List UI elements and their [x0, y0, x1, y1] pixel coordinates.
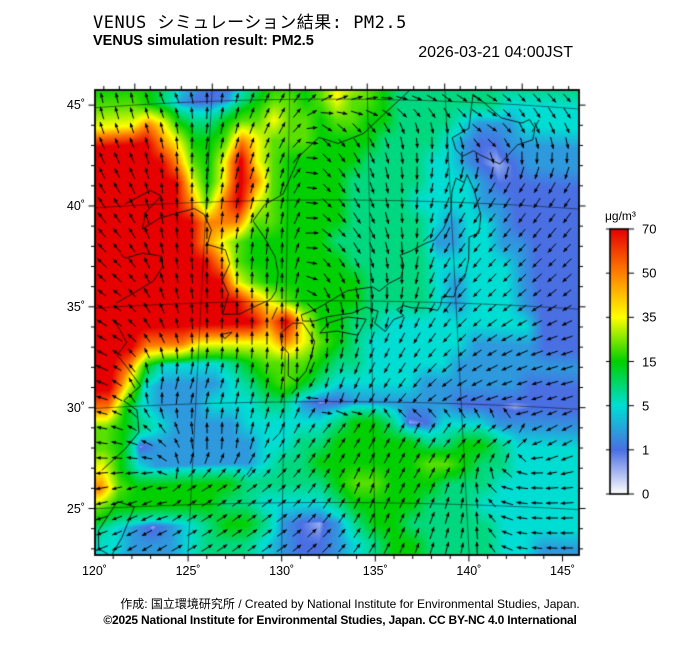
colorbar-tick-label: 15 [642, 354, 657, 369]
credit-line: 作成: 国立環境研究所 / Created by National Instit… [120, 597, 580, 611]
colorbar-tick-label: 1 [642, 442, 650, 458]
colorbar-tick-label: 70 [642, 221, 657, 237]
copyright-line: ©2025 National Institute for Environment… [103, 613, 577, 627]
colorbar-tick-label: 35 [642, 309, 657, 325]
x-tick-label: 130˚ [269, 564, 295, 578]
page-title-japanese: VENUS シミュレーション結果: PM2.5 [93, 13, 407, 33]
x-tick-label: 135˚ [362, 564, 388, 578]
x-tick-label: 120˚ [81, 564, 107, 578]
timestamp-label: 2026-03-21 04:00JST [418, 44, 573, 61]
x-tick-label: 145˚ [550, 564, 576, 578]
x-tick-label: 125˚ [175, 564, 201, 578]
y-tick-label: 45˚ [66, 98, 85, 113]
colorbar-unit-label: μg/m³ [605, 209, 636, 223]
colorbar-tick-label: 5 [642, 398, 650, 414]
y-tick-label: 40˚ [66, 198, 85, 213]
colorbar-tick-label: 50 [642, 265, 657, 281]
y-tick-label: 25˚ [66, 501, 85, 516]
y-tick-label: 30˚ [66, 400, 85, 415]
y-tick-label: 35˚ [66, 299, 85, 314]
page-title-english: VENUS simulation result: PM2.5 [93, 33, 314, 49]
x-tick-label: 140˚ [456, 564, 482, 578]
colorbar-tick-label: 0 [642, 486, 650, 502]
